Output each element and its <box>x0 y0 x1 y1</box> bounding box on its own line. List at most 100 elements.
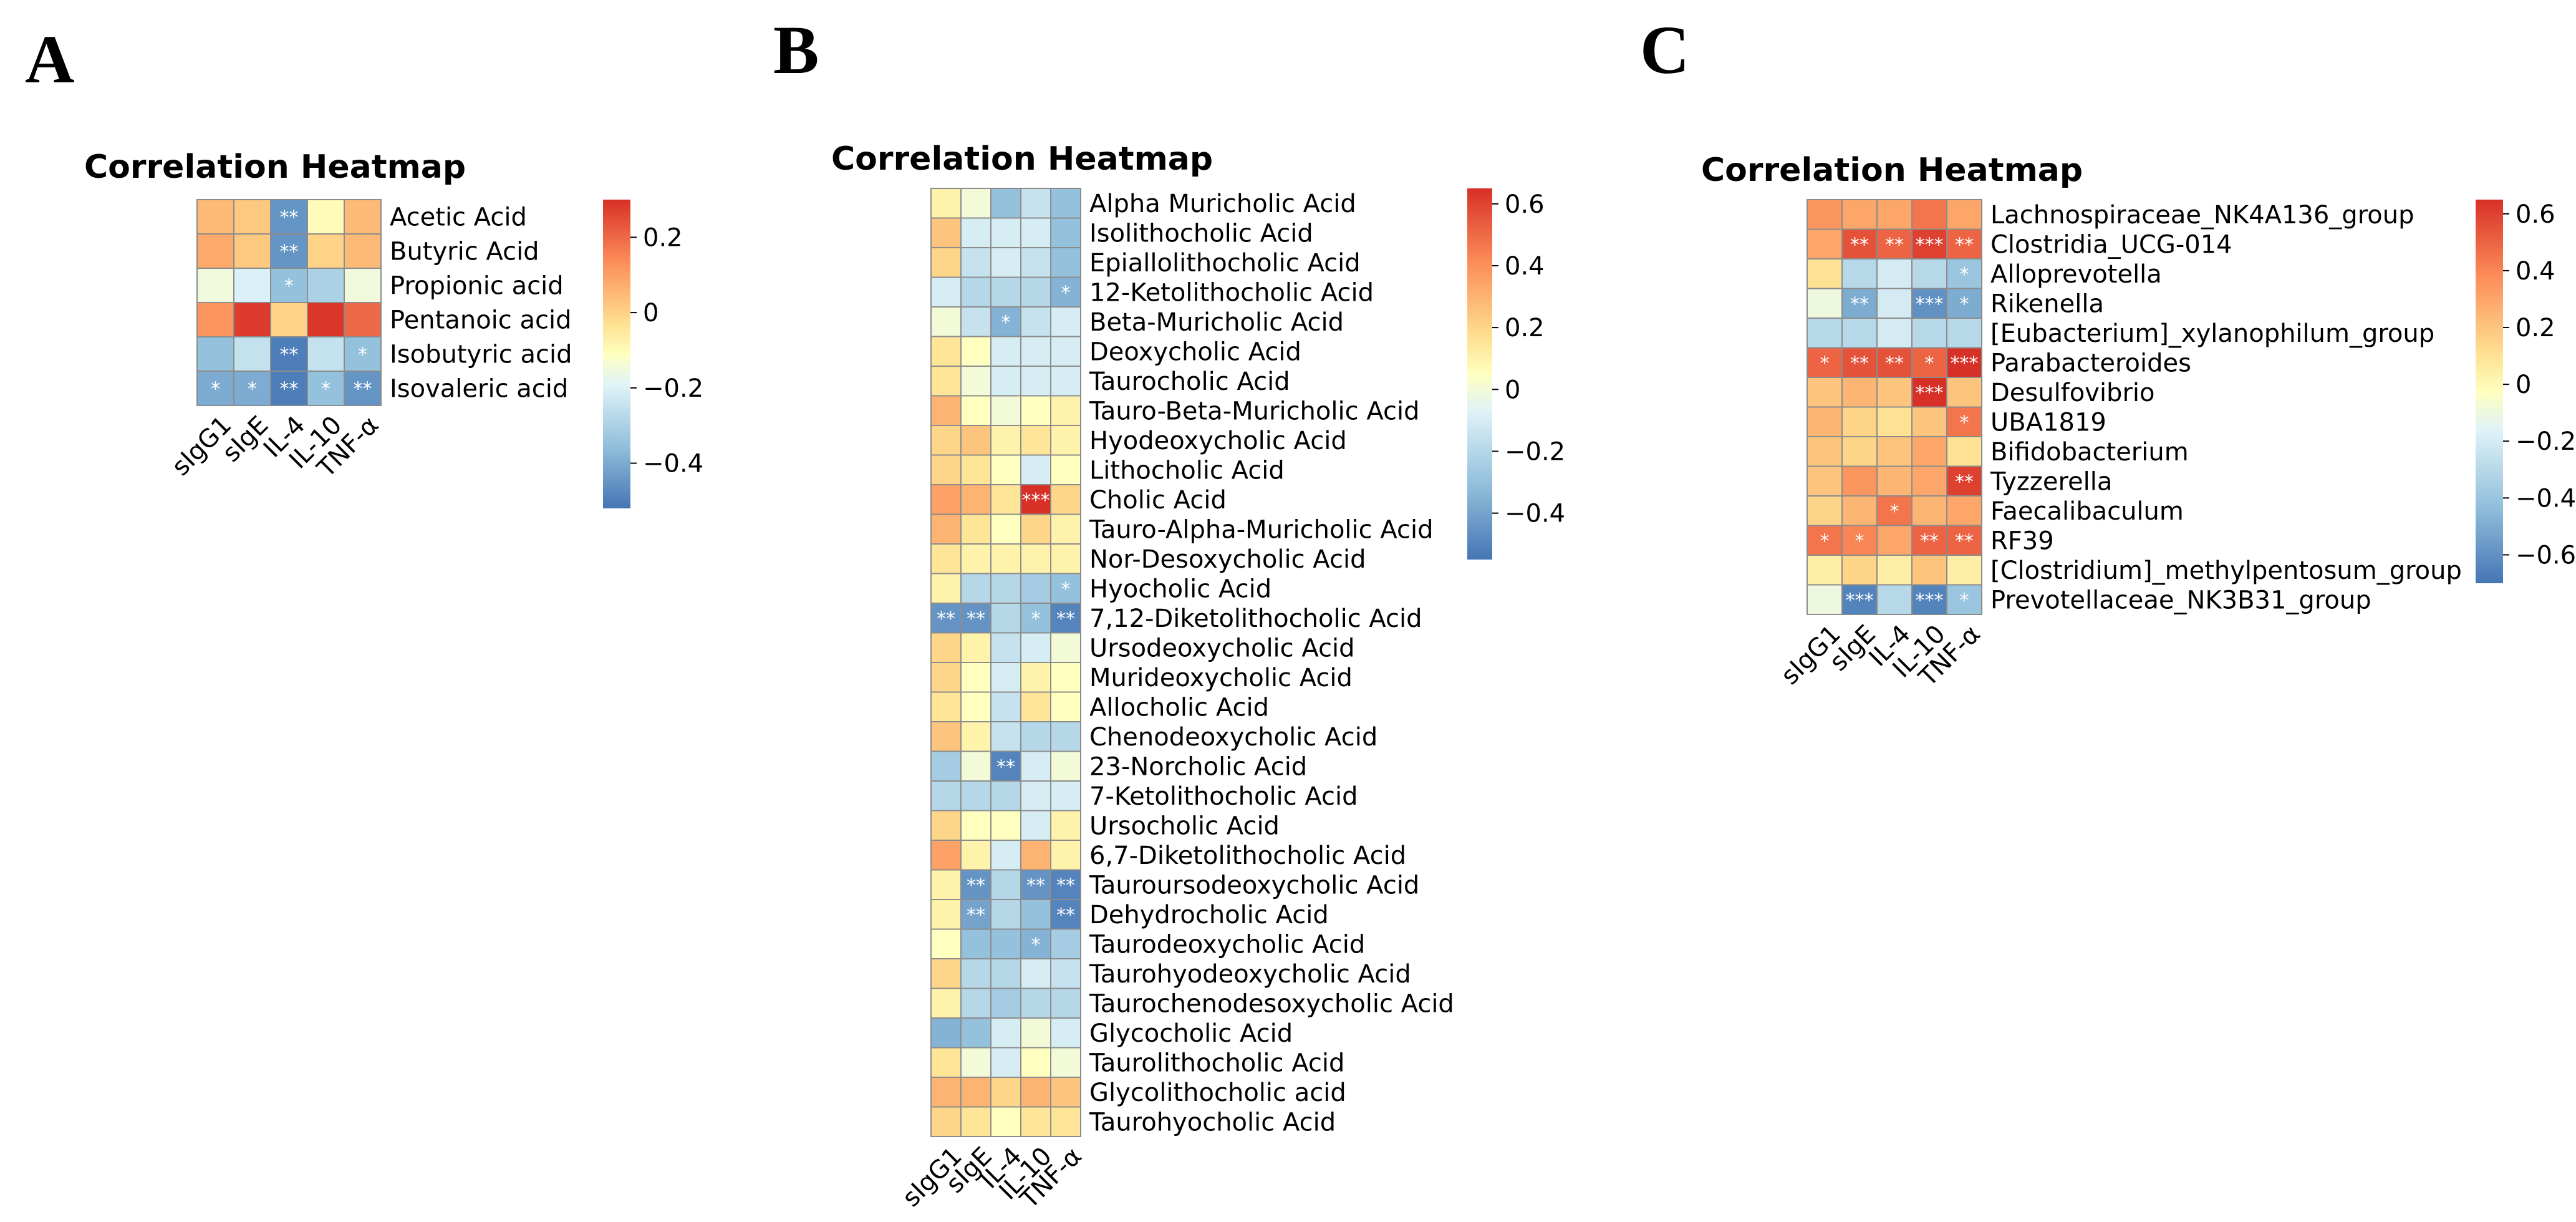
panel-b-row-label-11: Tauro-Alpha-Muricholic Acid <box>1089 515 1434 544</box>
panel-b-cell-r26-c4 <box>1050 958 1081 989</box>
panel-b-cell-r31-c0 <box>930 1106 962 1137</box>
panel-b-cell-r21-c0 <box>930 810 962 841</box>
panel-a-row-label-5: Isovaleric acid <box>390 375 568 404</box>
panel-b-cell-r28-c2 <box>990 1017 1021 1049</box>
panel-b-cell-r24-c3 <box>1020 899 1051 930</box>
panel-b-cell-r18-c1 <box>960 721 991 752</box>
panel-c-sig-r10-c2: * <box>1890 501 1899 523</box>
panel-b-cell-r22-c4 <box>1050 840 1081 871</box>
panel-a-cell-r0-c2 <box>270 199 308 235</box>
panel-b-cell-r18-c4 <box>1050 721 1081 752</box>
panel-b-cell-r0-c3 <box>1020 188 1051 219</box>
panel-b-cell-r16-c0 <box>930 662 962 693</box>
panel-b-row-label-13: Hyocholic Acid <box>1089 575 1271 603</box>
panel-c-cell-r6-c0 <box>1807 377 1843 408</box>
panel-b-cell-r13-c0 <box>930 573 962 604</box>
panel-b-row-label-10: Cholic Acid <box>1089 486 1227 515</box>
panel-b-cell-r9-c0 <box>930 454 962 485</box>
panel-b-cell-r6-c3 <box>1020 366 1051 397</box>
panel-a-cell-r0-c1 <box>233 199 271 235</box>
panel-a-sig-r5-c3: * <box>321 379 330 400</box>
panel-a-cell-r5-c3 <box>307 371 345 406</box>
panel-a-row-label-0: Acetic Acid <box>390 203 527 232</box>
panel-a-cell-r4-c3 <box>307 336 345 372</box>
panel-c-sig-r5-c0: * <box>1820 352 1830 374</box>
panel-b-cell-r30-c3 <box>1020 1077 1051 1108</box>
panel-b-colorbar-label-3: 0 <box>1505 376 1520 404</box>
panel-a-cell-r1-c0 <box>196 233 234 269</box>
panel-a-sig-r5-c0: * <box>211 379 220 400</box>
panel-a-cell-r5-c2 <box>270 371 308 406</box>
panel-b-cell-r16-c3 <box>1020 662 1051 693</box>
panel-b-sig-r3-c4: * <box>1061 282 1071 304</box>
panel-c-cell-r10-c3 <box>1911 495 1947 526</box>
panel-b-cell-r22-c2 <box>990 840 1021 871</box>
panel-b-cell-r7-c3 <box>1020 395 1051 426</box>
panel-c-cell-r12-c3 <box>1911 555 1947 586</box>
panel-b-cell-r20-c0 <box>930 780 962 812</box>
panel-b-cell-r31-c1 <box>960 1106 991 1137</box>
panel-b-cell-r12-c3 <box>1020 543 1051 575</box>
panel-b-cell-r4-c1 <box>960 306 991 337</box>
panel-a-sig-r4-c4: * <box>358 344 367 366</box>
panel-b-cell-r26-c2 <box>990 958 1021 989</box>
panel-c-cell-r6-c3 <box>1911 377 1947 408</box>
panel-c-cell-r9-c4 <box>1946 465 1982 497</box>
panel-b-row-label-29: Taurolithocholic Acid <box>1089 1049 1344 1077</box>
panel-c-row-label-13: Prevotellaceae_NK3B31_group <box>1990 586 2371 614</box>
panel-b-cell-r3-c2 <box>990 276 1021 308</box>
panel-a-cell-r3-c4 <box>344 302 382 337</box>
panel-b-cell-r15-c2 <box>990 632 1021 663</box>
panel-b-cell-r12-c4 <box>1050 543 1081 575</box>
panel-b-cell-r23-c0 <box>930 869 962 900</box>
panel-b-sig-r4-c2: * <box>1001 312 1011 334</box>
panel-b-row-label-25: Taurodeoxycholic Acid <box>1089 930 1365 959</box>
panel-a-row-label-2: Propionic acid <box>390 272 564 301</box>
panel-c-cell-r4-c4 <box>1946 318 1982 349</box>
panel-c-sig-r5-c4: *** <box>1951 352 1979 374</box>
panel-c-cell-r8-c2 <box>1876 436 1913 467</box>
panel-b-cell-r10-c1 <box>960 484 991 515</box>
panel-b-cell-r10-c0 <box>930 484 962 515</box>
panel-b-cell-r28-c0 <box>930 1017 962 1049</box>
panel-b-cell-r28-c3 <box>1020 1017 1051 1049</box>
panel-a-sig-r2-c2: * <box>284 276 294 298</box>
panel-b-row-label-16: Murideoxycholic Acid <box>1089 664 1353 692</box>
panel-c: C Correlation Heatmap ** ** *** ***** *** ** *… <box>1640 12 2576 692</box>
panel-b-row-label-1: Isolithocholic Acid <box>1089 219 1313 248</box>
panel-b-cell-r15-c1 <box>960 632 991 663</box>
panel-b-cell-r30-c1 <box>960 1077 991 1108</box>
panel-c-colorbar-label-1: 0.4 <box>2516 257 2555 286</box>
panel-b-cell-r22-c1 <box>960 840 991 871</box>
panel-c-title: Correlation Heatmap <box>1701 152 2083 189</box>
panel-b-cell-r21-c2 <box>990 810 1021 841</box>
panel-b-cell-r19-c1 <box>960 750 991 782</box>
panel-c-sig-r11-c3: ** <box>1920 530 1939 552</box>
panel-c-sig-r3-c1: ** <box>1850 293 1869 315</box>
panel-c-sig-r2-c4: * <box>1960 264 1969 286</box>
panel-c-colorbar-label-4: −0.2 <box>2516 427 2576 456</box>
panel-b-cell-r5-c2 <box>990 336 1021 367</box>
panel-c-sig-r9-c4: ** <box>1955 471 1974 493</box>
panel-a-colorbar-gradient <box>603 200 630 508</box>
panel-c-cell-r12-c0 <box>1807 555 1843 586</box>
panel-a-cell-r2-c1 <box>233 268 271 303</box>
panel-b-cell-r4-c3 <box>1020 306 1051 337</box>
panel-b-colorbar-label-4: −0.2 <box>1505 437 1565 466</box>
panel-b-cell-r10-c2 <box>990 484 1021 515</box>
panel-a-cell-r2-c0 <box>196 268 234 303</box>
panel-c-cell-r12-c1 <box>1841 555 1878 586</box>
panel-c-cell-r3-c2 <box>1876 288 1913 319</box>
panel-c-cell-r7-c0 <box>1807 406 1843 437</box>
panel-c-sig-r6-c3: *** <box>1916 382 1944 404</box>
panel-b-cell-r31-c3 <box>1020 1106 1051 1137</box>
panel-b-cell-r14-c0 <box>930 603 962 634</box>
panel-c-cell-r10-c4 <box>1946 495 1982 526</box>
panel-c-colorbar-gradient <box>2476 200 2503 583</box>
panel-a-sig-r1-c2: ** <box>280 241 299 263</box>
panel-b-cell-r10-c4 <box>1050 484 1081 515</box>
panel-b-cell-r23-c2 <box>990 869 1021 900</box>
panel-b-row-label-14: 7,12-Diketolithocholic Acid <box>1089 604 1422 633</box>
panel-b-cell-r13-c3 <box>1020 573 1051 604</box>
